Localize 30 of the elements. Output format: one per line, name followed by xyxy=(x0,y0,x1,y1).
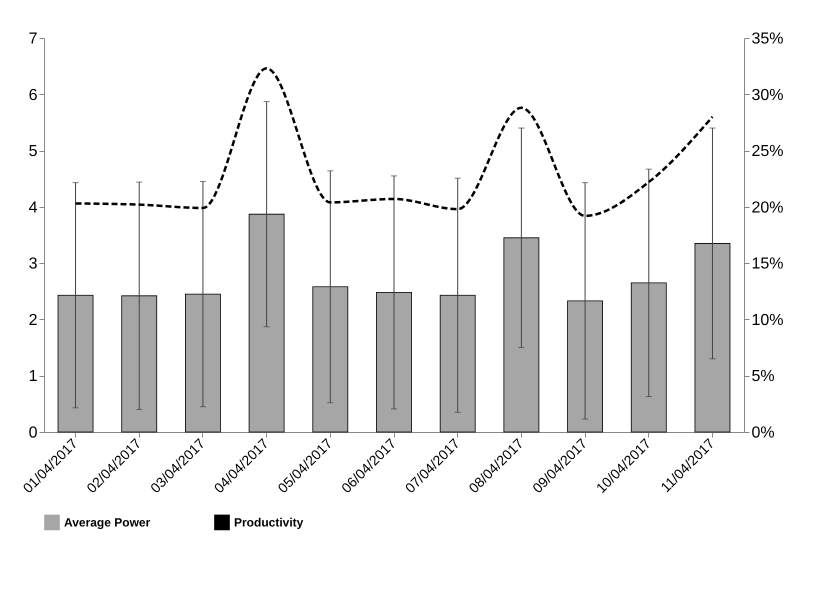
legend-label: Average Power xyxy=(64,515,151,530)
bar xyxy=(694,243,730,432)
bar xyxy=(58,294,94,432)
y2-tick-label: 25% xyxy=(752,143,784,160)
y-tick-label: 2 xyxy=(28,312,38,329)
y-tick-label: 4 xyxy=(28,199,38,216)
y-tick-label: 6 xyxy=(28,86,38,104)
y-tick-label: 3 xyxy=(28,256,38,273)
line-series xyxy=(74,67,714,218)
y2-tick-label: 15% xyxy=(752,256,784,273)
legend-label: Productivity xyxy=(234,515,304,530)
bar xyxy=(248,214,285,432)
bar xyxy=(376,292,412,432)
y2-tick-label: 10% xyxy=(752,312,784,329)
y-tick-label: 5 xyxy=(28,143,38,160)
bar xyxy=(440,294,476,432)
bar xyxy=(567,300,603,432)
bar xyxy=(121,295,158,432)
y2-tick-label: 35% xyxy=(752,30,784,48)
y2-tick-label: 5% xyxy=(752,368,775,386)
y2-tick-label: 20% xyxy=(752,199,784,216)
y-tick-label: 7 xyxy=(28,30,38,48)
y-tick-label: 1 xyxy=(28,368,38,386)
bar xyxy=(630,282,667,432)
bar xyxy=(185,294,221,432)
bar xyxy=(312,286,348,432)
y2-tick-label: 0% xyxy=(752,424,775,442)
y2-tick-label: 30% xyxy=(752,86,784,104)
y-tick-label: 0 xyxy=(28,424,38,442)
bar xyxy=(503,237,540,432)
